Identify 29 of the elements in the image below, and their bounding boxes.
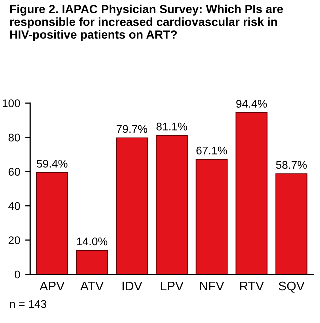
data-label: 58.7% — [276, 161, 308, 170]
x-tick-label: SQV — [279, 282, 305, 293]
bar — [236, 112, 268, 275]
data-label: 94.4% — [236, 100, 268, 108]
y-tick-label: 100 — [2, 100, 20, 108]
bar — [276, 174, 308, 275]
text: n = 143 — [10, 300, 46, 308]
data-label: 81.1% — [156, 122, 188, 131]
data-label: 67.1% — [196, 146, 228, 155]
y-tick-label: 20 — [8, 236, 20, 244]
data-label: 59.4% — [37, 160, 68, 168]
bar — [196, 159, 228, 275]
x-tick-label: ATV — [80, 282, 104, 291]
data-label: 14.0% — [77, 238, 108, 246]
x-tick-label: NFV — [200, 282, 224, 291]
bar — [36, 172, 68, 275]
x-tick-label: IDV — [122, 282, 142, 291]
y-tick-label: 40 — [8, 202, 20, 210]
data-label: 79.7% — [116, 125, 148, 134]
bar — [116, 138, 148, 275]
x-tick-label: RTV — [240, 282, 264, 291]
chart-title: Figure 2. IAPAC Physician Survey: Which PIs are responsible for increased cardiovascular risk in HIV-positive patients on ART? — [10, 4, 284, 42]
x-tick-label: APV — [40, 282, 65, 291]
x-tick-label: LPV — [161, 282, 184, 291]
bar — [156, 135, 188, 275]
bar — [76, 250, 108, 275]
y-tick-label: 80 — [8, 134, 20, 142]
y-tick-label: 60 — [8, 168, 20, 176]
y-tick-label: 0 — [14, 270, 20, 279]
